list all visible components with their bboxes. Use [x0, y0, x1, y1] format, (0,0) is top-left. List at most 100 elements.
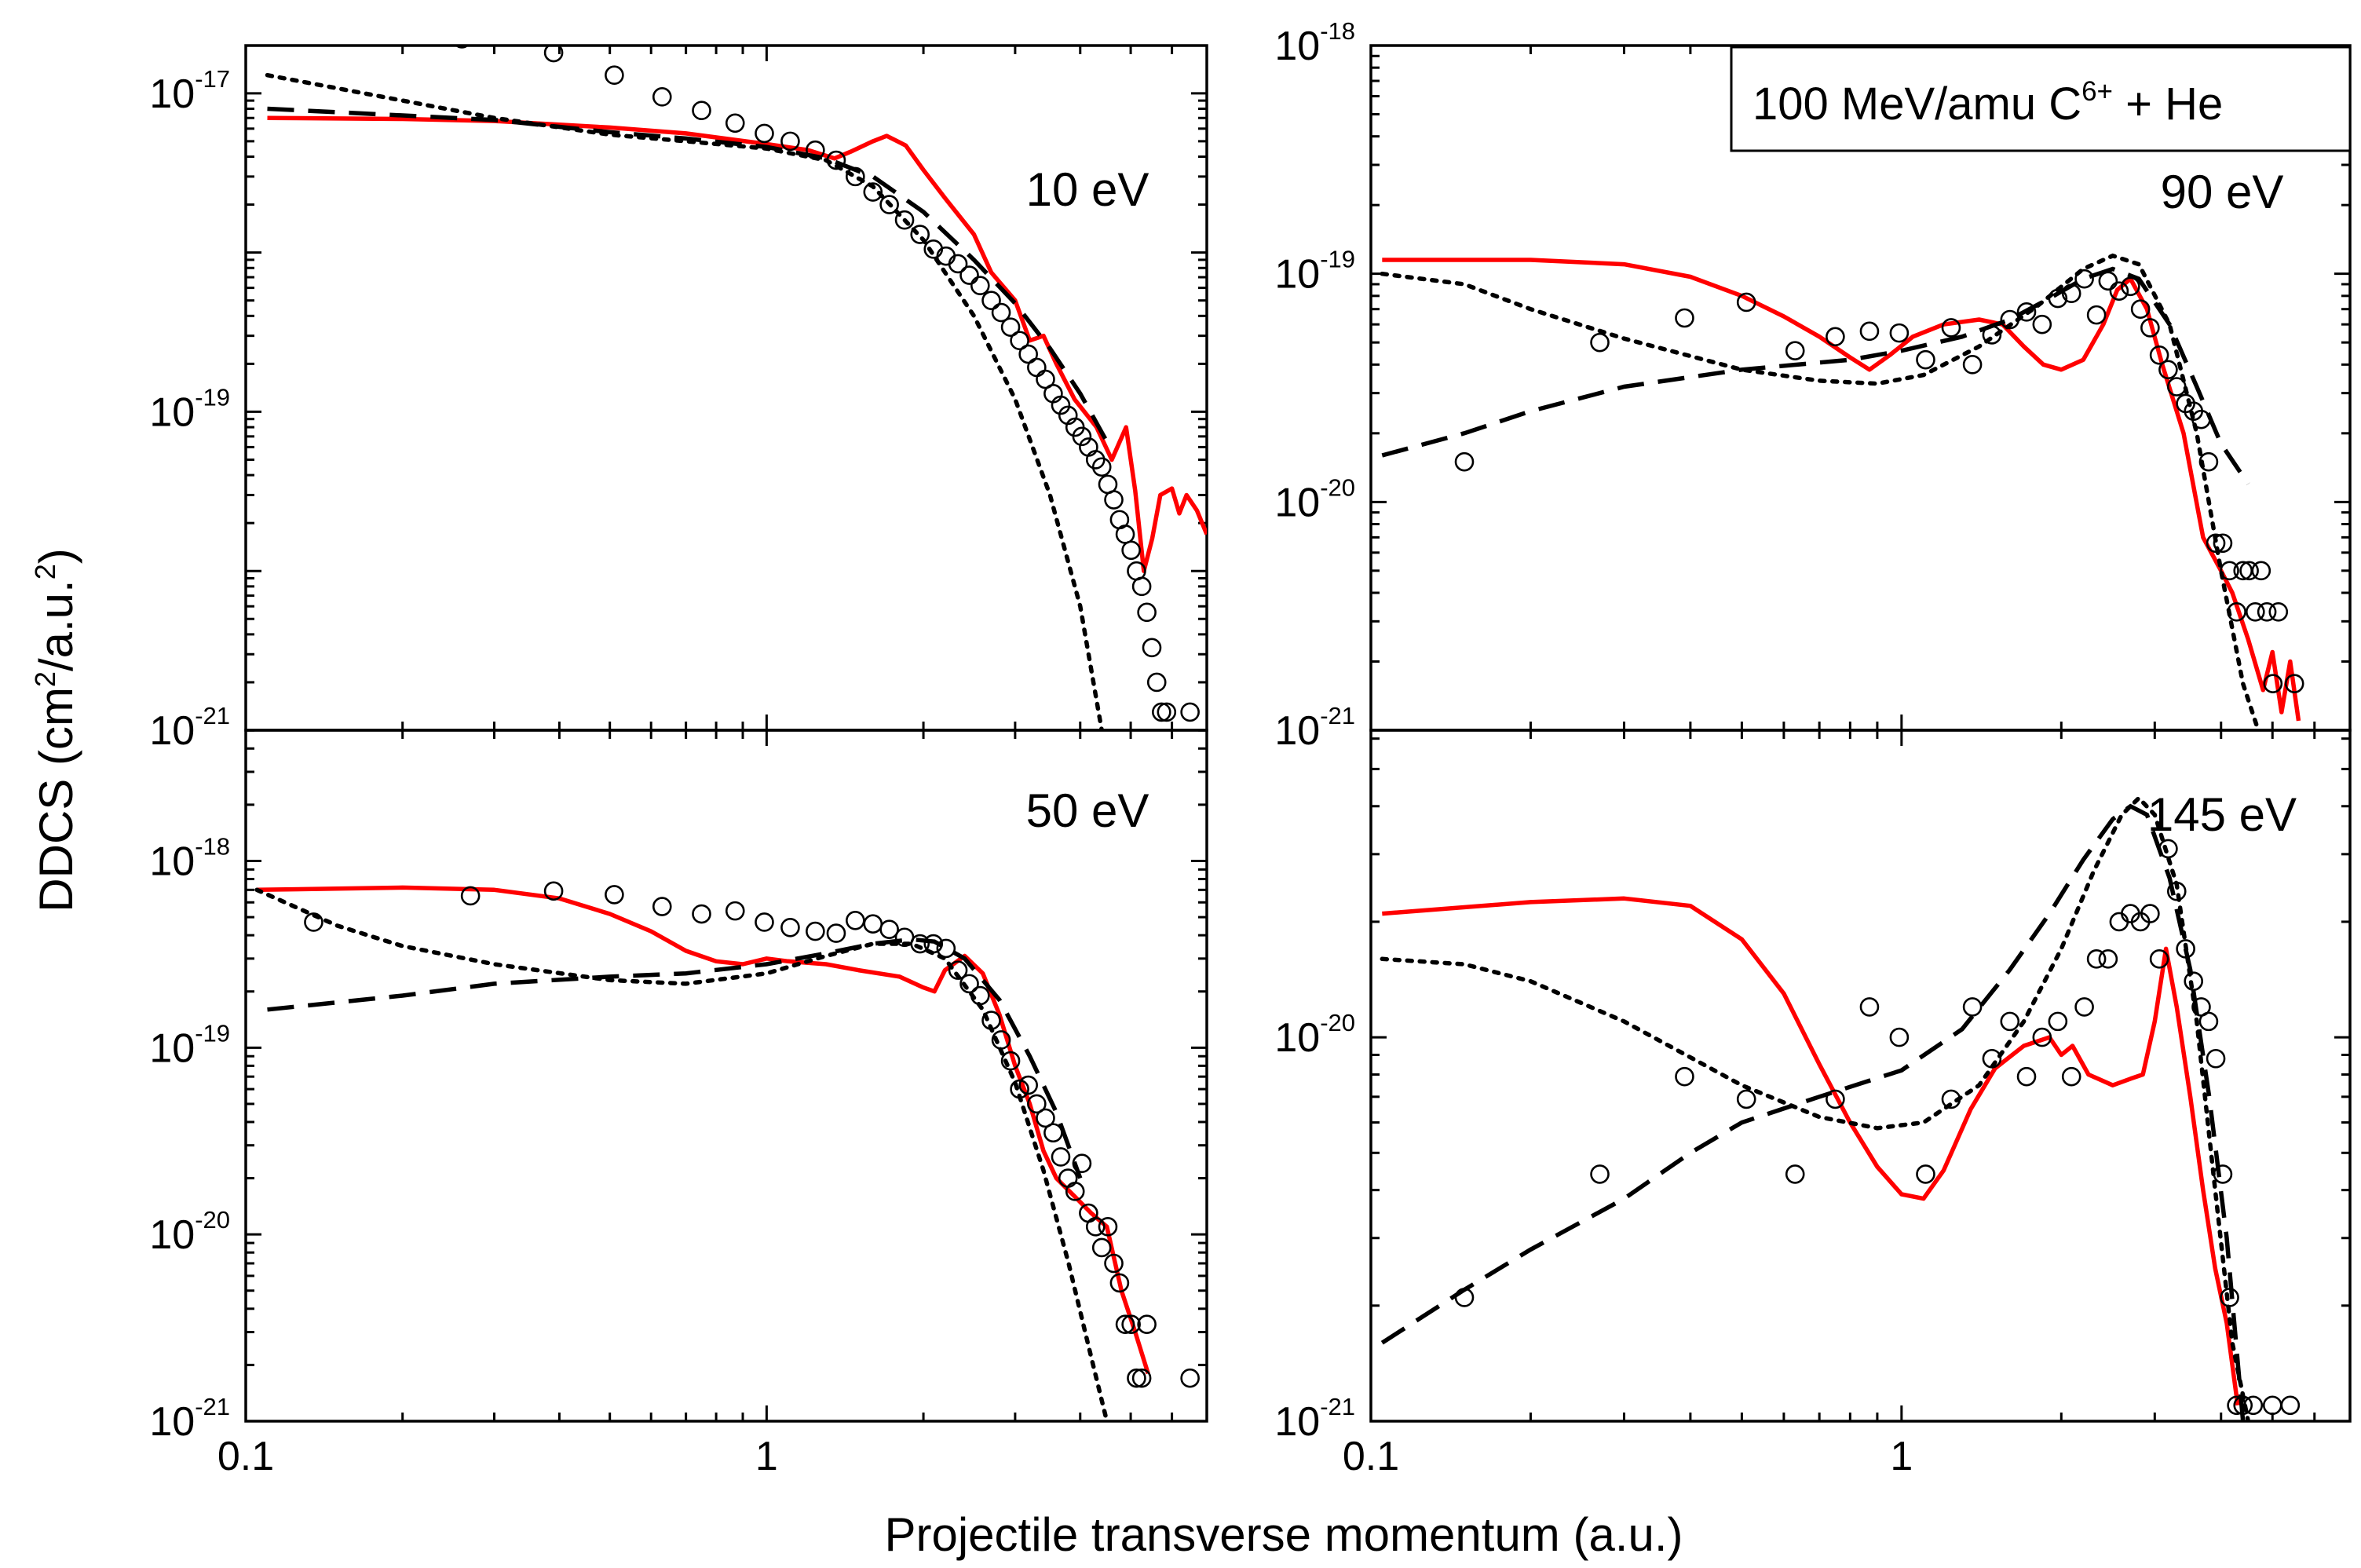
- data-point: [2000, 1011, 2020, 1032]
- data-point: [1137, 1314, 1157, 1334]
- data-point: [1010, 331, 1029, 351]
- data-point: [755, 123, 774, 144]
- experiment-points: [1454, 839, 2301, 1416]
- data-point: [1146, 672, 1167, 693]
- data-point: [981, 1011, 1001, 1030]
- data-point: [1889, 1027, 1910, 1047]
- data-point: [2257, 601, 2277, 622]
- data-point: [2016, 1066, 2037, 1087]
- data-point: [2284, 674, 2304, 693]
- data-point: [1065, 1182, 1085, 1201]
- data-point: [2239, 561, 2259, 581]
- data-point: [910, 934, 930, 954]
- x-tick-label: 1: [1890, 1434, 1913, 1479]
- data-point: [1018, 1075, 1038, 1095]
- data-point: [2213, 533, 2233, 554]
- data-point: [1109, 1273, 1130, 1293]
- data-point: [780, 131, 800, 152]
- data-point: [1859, 321, 1880, 342]
- data-point: [2016, 302, 2037, 322]
- data-point: [2109, 281, 2129, 301]
- data-point: [1121, 540, 1141, 561]
- x-ticks: [244, 730, 1208, 1421]
- data-point: [991, 1030, 1011, 1050]
- data-point: [879, 195, 899, 214]
- theory-dotted-line: [1380, 795, 2251, 1421]
- data-point: [959, 974, 979, 994]
- y-tick-label: 10-19: [149, 1019, 230, 1071]
- x-ticks: [1369, 730, 2352, 1421]
- data-point: [923, 934, 944, 954]
- data-point: [2061, 1066, 2081, 1087]
- x-tick-label: 0.1: [1343, 1434, 1399, 1479]
- data-point: [1027, 357, 1047, 378]
- experiment-points: [455, 46, 1200, 722]
- data-point: [2140, 904, 2160, 923]
- data-point: [1736, 1089, 1756, 1109]
- panel-energy-label: 145 eV: [2147, 788, 2297, 841]
- data-point: [2206, 533, 2226, 554]
- data-point: [1982, 1048, 2002, 1069]
- theory-solid-line: [257, 885, 1150, 1375]
- y-ticks: [1371, 737, 2350, 1423]
- data-point: [2032, 314, 2052, 334]
- panel-frame: [244, 44, 1208, 732]
- x-tick-label: 0.1: [217, 1434, 274, 1479]
- panel-1: 10-17 10-19 10-21 10 eV: [149, 44, 1208, 754]
- y-tick-label: 10-21: [1274, 1393, 1355, 1445]
- data-point: [1058, 1168, 1078, 1188]
- data-point: [1043, 1123, 1063, 1143]
- data-point: [1785, 341, 1805, 360]
- theory-dotted-line: [1380, 253, 2260, 730]
- data-point: [1590, 332, 1610, 353]
- data-point: [2158, 360, 2178, 380]
- data-point: [2233, 1395, 2253, 1416]
- x-ticks: [244, 46, 1208, 730]
- data-point: [1454, 1288, 1475, 1307]
- data-point: [304, 912, 323, 932]
- data-point: [2166, 881, 2187, 901]
- data-point: [846, 910, 865, 930]
- data-point: [652, 897, 672, 916]
- data-point: [1115, 1314, 1135, 1334]
- data-point: [1018, 344, 1038, 364]
- data-point: [1916, 1164, 1935, 1184]
- data-point: [1180, 702, 1200, 722]
- data-point: [2220, 1288, 2239, 1307]
- data-point: [894, 210, 915, 230]
- data-point: [2074, 269, 2094, 289]
- data-point: [1941, 1089, 1961, 1109]
- data-point: [1962, 997, 1983, 1017]
- data-point: [2086, 305, 2107, 325]
- data-point: [1454, 451, 1475, 472]
- data-point: [2184, 971, 2204, 991]
- data-point: [2251, 561, 2271, 581]
- y-ticks: [246, 729, 1207, 1423]
- data-point: [1010, 1079, 1029, 1099]
- data-point: [981, 291, 1001, 310]
- y-tick-label: 10-21: [149, 1393, 230, 1445]
- data-point: [455, 46, 470, 49]
- data-point: [2098, 949, 2118, 969]
- data-point: [1889, 323, 1910, 343]
- data-point: [543, 881, 564, 901]
- data-point: [755, 912, 774, 932]
- data-point: [991, 302, 1011, 323]
- data-point: [2243, 1395, 2264, 1416]
- panel-4: 10-20 10-210.1 1 145 eV: [1274, 729, 2352, 1479]
- data-point: [692, 904, 711, 924]
- data-point: [1962, 355, 1983, 375]
- panel-3: 10-18 10-19 10-20 10-210.1 1 50 eV: [149, 729, 1208, 1479]
- y-tick-label: 10-19: [149, 383, 230, 435]
- data-point: [846, 166, 865, 187]
- theory-dashed-line: [267, 937, 1083, 1179]
- data-point: [2176, 939, 2195, 959]
- data-point: [2220, 561, 2239, 581]
- data-point: [2149, 949, 2169, 969]
- data-point: [1127, 1368, 1146, 1388]
- data-point: [806, 140, 825, 160]
- theory-dashed-line: [1380, 803, 2246, 1421]
- data-point: [1982, 325, 2002, 345]
- data-point: [1826, 1089, 1845, 1109]
- data-point: [1131, 1368, 1152, 1388]
